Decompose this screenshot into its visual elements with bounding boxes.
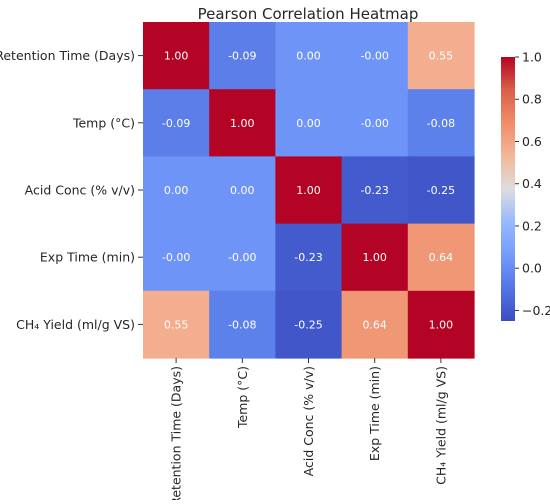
column-label: Exp Time (min) bbox=[367, 366, 382, 461]
cell-value-label: 0.64 bbox=[362, 318, 387, 331]
colorbar: −0.2 0.0 0.2 0.4 0.6 0.8 1.0 bbox=[501, 50, 550, 321]
cell-value-label: -0.09 bbox=[228, 50, 256, 63]
heatmap-cell bbox=[341, 22, 409, 90]
heatmap-cell bbox=[341, 156, 409, 225]
heatmap-cell bbox=[275, 89, 343, 157]
colorbar-tick-label: 0.6 bbox=[522, 134, 542, 149]
heatmap-cell bbox=[341, 89, 409, 157]
row-label: Acid Conc (% v/v) bbox=[25, 183, 135, 198]
colorbar-tick-label: 1.0 bbox=[522, 50, 542, 65]
cell-value-label: 0.64 bbox=[429, 251, 454, 264]
cell-value-label: -0.25 bbox=[294, 318, 322, 331]
cell-value-label: 1.00 bbox=[362, 251, 387, 264]
heatmap-cell bbox=[209, 290, 276, 359]
heatmap-cell bbox=[407, 156, 475, 225]
row-label: Exp Time (min) bbox=[40, 250, 135, 265]
cell-value-label: 0.00 bbox=[296, 50, 321, 63]
heatmap-cell bbox=[143, 156, 210, 225]
heatmap-cell bbox=[143, 290, 210, 359]
row-label: Retention Time (Days) bbox=[0, 48, 135, 63]
cell-value-label: 0.00 bbox=[296, 117, 321, 130]
colorbar-tick-label: 0.4 bbox=[522, 176, 542, 191]
column-label: Retention Time (Days) bbox=[169, 366, 184, 500]
heatmap-cell bbox=[209, 156, 276, 225]
heatmap-cell bbox=[143, 22, 210, 90]
heatmap-cell bbox=[143, 89, 210, 157]
heatmap-cell bbox=[341, 290, 409, 359]
column-label: Acid Conc (% v/v) bbox=[301, 366, 316, 476]
heatmap-cell bbox=[275, 290, 343, 359]
chart-title: Pearson Correlation Heatmap bbox=[198, 5, 419, 23]
cell-value-label: 1.00 bbox=[230, 117, 255, 130]
row-labels: Retention Time (Days) Temp (°C) Acid Conc … bbox=[0, 48, 143, 332]
heatmap-cell bbox=[209, 223, 276, 292]
heatmap-cell bbox=[341, 223, 409, 292]
row-label: CH₄ Yield (ml/g VS) bbox=[16, 317, 135, 332]
cell-value-label: 1.00 bbox=[429, 318, 454, 331]
heatmap-cell bbox=[275, 223, 343, 292]
cell-value-label: -0.08 bbox=[228, 318, 256, 331]
heatmap-cell bbox=[209, 22, 276, 90]
cell-value-label: -0.00 bbox=[360, 50, 388, 63]
colorbar-tick-label: 0.2 bbox=[522, 218, 542, 233]
colorbar-gradient bbox=[501, 57, 515, 321]
cell-value-label: -0.00 bbox=[162, 251, 190, 264]
cell-value-label: -0.08 bbox=[427, 117, 455, 130]
heatmap-cell bbox=[407, 223, 475, 292]
heatmap-cell bbox=[209, 89, 276, 157]
cell-value-label: 0.00 bbox=[230, 184, 255, 197]
row-label: Temp (°C) bbox=[72, 115, 135, 130]
colorbar-tick-label: 0.0 bbox=[522, 261, 542, 276]
cell-value-label: -0.23 bbox=[294, 251, 322, 264]
heatmap-cell bbox=[143, 223, 210, 292]
heatmap-cell bbox=[275, 22, 343, 90]
colorbar-tick-label: 0.8 bbox=[522, 92, 542, 107]
cell-value-label: 0.00 bbox=[164, 184, 189, 197]
cell-value-label: 0.55 bbox=[429, 50, 454, 63]
heatmap-cell bbox=[275, 156, 343, 225]
column-label: CH₄ Yield (ml/g VS) bbox=[433, 366, 448, 485]
cell-value-label: -0.25 bbox=[427, 184, 455, 197]
heatmap-cell bbox=[407, 89, 475, 157]
heatmap-cell bbox=[407, 22, 475, 90]
cell-value-label: -0.00 bbox=[228, 251, 256, 264]
cell-value-label: 1.00 bbox=[296, 184, 321, 197]
cell-value-label: -0.09 bbox=[162, 117, 190, 130]
heatmap-cell bbox=[407, 290, 475, 359]
column-label: Temp (°C) bbox=[235, 366, 250, 429]
colorbar-tick-label: −0.2 bbox=[522, 303, 550, 318]
column-labels: Retention Time (Days) Temp (°C) Acid Conc … bbox=[169, 358, 448, 504]
cell-value-label: -0.23 bbox=[360, 184, 388, 197]
cell-value-label: 0.55 bbox=[164, 318, 189, 331]
heatmap-cells: 1.00 -0.09 0.00 -0.00 0.55 -0.09 1.00 0.00 -0.00… bbox=[143, 22, 475, 359]
cell-value-label: -0.00 bbox=[360, 117, 388, 130]
cell-value-label: 1.00 bbox=[164, 50, 189, 63]
